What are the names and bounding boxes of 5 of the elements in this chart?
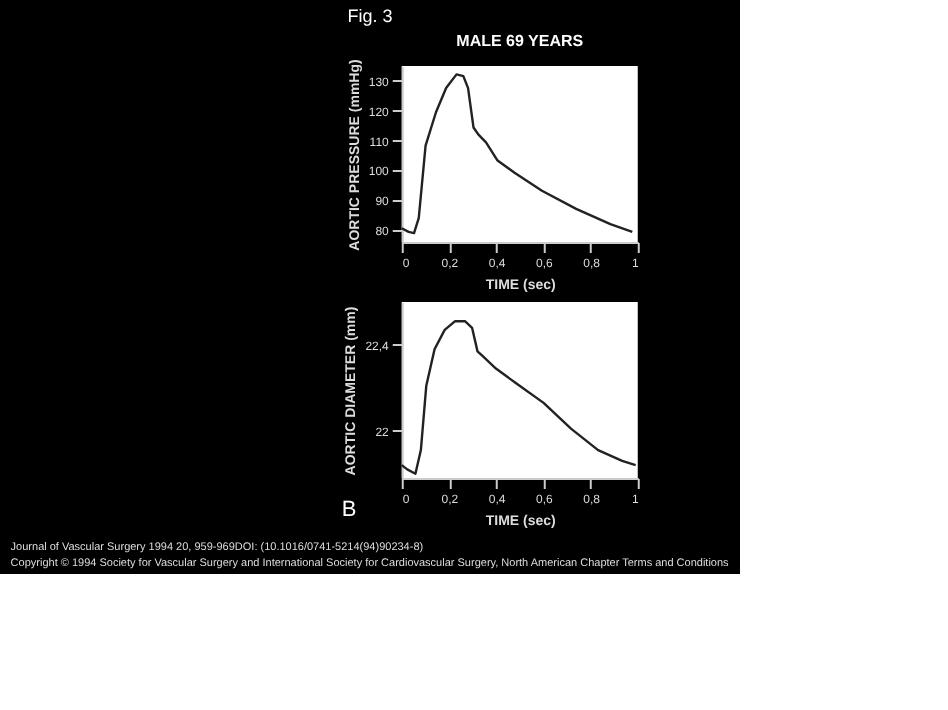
chart-title: MALE 69 YEARS	[456, 32, 585, 51]
line-series	[400, 73, 634, 235]
text: B	[341, 498, 357, 522]
line-series	[400, 320, 637, 475]
caption: Fig. 3	[347, 6, 393, 27]
